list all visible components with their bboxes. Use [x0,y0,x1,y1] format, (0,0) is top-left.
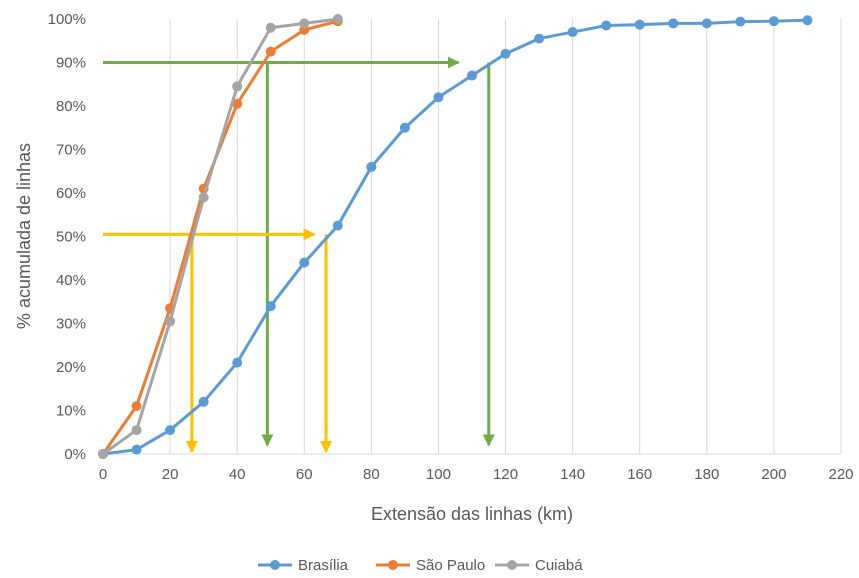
grid-lines [169,19,842,454]
x-tick-label: 100 [426,466,451,483]
y-tick-label: 10% [56,403,86,420]
y-tick-label: 0% [64,446,86,463]
legend: Brasília São Paulo Cuiabá [258,557,583,574]
data-point-brasilia [634,19,645,30]
data-point-brasilia [802,15,813,26]
data-point-brasilia [601,20,612,31]
data-point-brasilia [232,357,243,368]
data-point-brasilia [668,18,679,29]
data-point-cuiaba [131,425,142,436]
x-tick-label: 160 [627,466,652,483]
y-tick-label: 60% [56,185,86,202]
data-point-cuiaba [332,14,343,24]
y-tick-label: 50% [56,229,86,246]
x-tick-label: 180 [694,466,719,483]
x-tick-label: 20 [162,466,179,483]
legend-marker [507,560,517,570]
y-tick-label: 40% [56,272,86,289]
data-point-brasilia [433,92,444,103]
series-line-cuiaba [102,17,339,456]
data-point-brasilia [131,444,142,455]
reading-arrows [103,56,495,454]
y-tick-label: 70% [56,142,86,159]
y-tick-label: 90% [56,55,86,72]
legend-marker [270,560,280,570]
y-tick-label: 80% [56,98,86,115]
x-tick-label: 200 [761,466,786,483]
series-lines [98,14,813,459]
legend-label: São Paulo [416,557,485,574]
legend-marker [388,560,398,570]
data-point-brasilia [332,220,343,231]
data-point-brasilia [299,257,310,268]
x-axis-title: Extensão das linhas (km) [371,504,573,524]
legend-item-cuiaba: Cuiabá [495,557,583,574]
data-point-brasilia [399,122,410,133]
x-tick-label: 60 [296,466,313,483]
data-point-brasilia [265,301,276,312]
x-tick-labels: 0 20 40 60 80 100 120 140 160 180 200 220 [99,466,854,483]
y-tick-labels: 0% 10% 20% 30% 40% 50% 60% 70% 80% 90% 100% [48,11,86,463]
data-point-brasilia [567,27,578,38]
y-tick-label: 100% [48,11,86,28]
data-point-sao-paulo [232,98,243,109]
legend-item-brasilia: Brasília [258,557,349,574]
series-sao-paulo [98,16,343,459]
series-cuiaba [98,14,343,459]
data-point-brasilia [534,33,545,44]
series-line-brasilia [102,18,808,456]
data-point-brasilia [366,161,377,172]
data-point-sao-paulo [265,46,276,57]
legend-label: Brasília [298,557,349,574]
data-point-brasilia [735,16,746,27]
x-tick-label: 40 [229,466,246,483]
data-point-brasilia [198,396,209,407]
data-point-cuiaba [265,22,276,33]
data-point-cuiaba [98,449,108,459]
data-point-brasilia [500,48,511,59]
data-point-cuiaba [165,316,176,327]
data-point-brasilia [768,16,779,27]
data-point-cuiaba [232,81,243,92]
x-tick-label: 0 [99,466,107,483]
data-point-sao-paulo [131,401,142,412]
y-tick-label: 20% [56,359,86,376]
legend-label: Cuiabá [535,557,583,574]
x-tick-label: 120 [493,466,518,483]
data-point-brasilia [165,425,176,436]
data-point-cuiaba [198,192,209,203]
x-tick-label: 140 [560,466,585,483]
y-axis-title: % acumulada de linhas [14,143,34,329]
legend-item-sao-paulo: São Paulo [376,557,485,574]
series-line-sao-paulo [101,19,339,455]
series-brasilia [98,15,813,459]
data-point-brasilia [701,18,712,29]
y-tick-label: 30% [56,316,86,333]
x-tick-label: 220 [828,466,853,483]
data-point-cuiaba [299,18,310,29]
x-tick-label: 80 [363,466,380,483]
data-point-brasilia [467,70,477,81]
